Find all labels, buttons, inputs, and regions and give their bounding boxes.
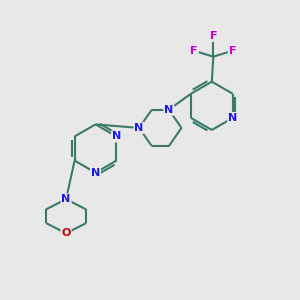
Text: N: N bbox=[112, 131, 121, 142]
Text: N: N bbox=[61, 194, 71, 204]
Text: F: F bbox=[210, 31, 217, 41]
Text: N: N bbox=[164, 105, 173, 115]
Text: N: N bbox=[134, 123, 144, 133]
Text: N: N bbox=[228, 113, 237, 123]
Text: F: F bbox=[190, 46, 198, 56]
Text: N: N bbox=[91, 168, 100, 178]
Text: O: O bbox=[61, 228, 71, 238]
Text: F: F bbox=[229, 46, 236, 56]
